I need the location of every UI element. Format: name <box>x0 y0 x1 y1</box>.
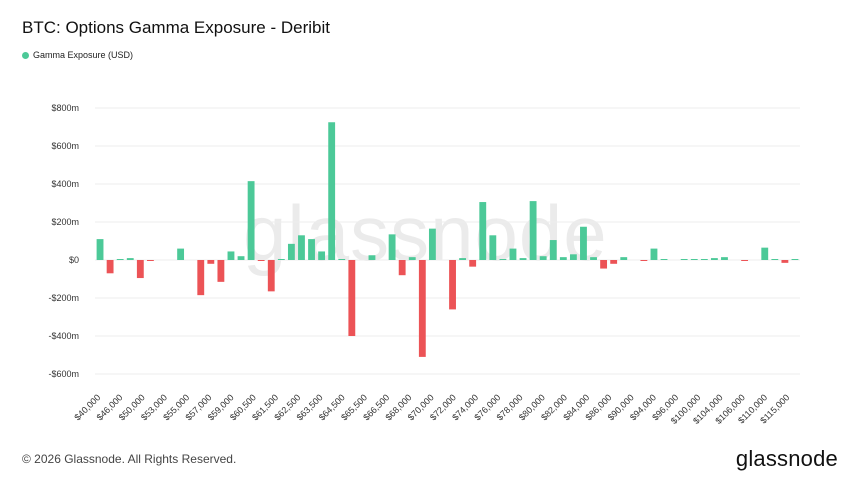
bar <box>227 251 235 260</box>
y-tick-label: $0 <box>69 255 79 265</box>
bar <box>761 247 769 260</box>
bar <box>469 260 477 267</box>
chart-legend[interactable]: Gamma Exposure (USD) <box>22 50 133 60</box>
bar <box>741 260 749 261</box>
bar <box>116 259 124 260</box>
bar <box>217 260 225 282</box>
bar <box>106 260 114 274</box>
bar <box>479 202 487 260</box>
bar <box>549 240 557 260</box>
bar <box>368 255 376 260</box>
bar <box>348 260 356 336</box>
bar <box>539 256 547 260</box>
y-tick-label: $200m <box>51 217 79 227</box>
footer-copyright: © 2026 Glassnode. All Rights Reserved. <box>22 452 237 466</box>
bar <box>590 257 597 260</box>
bar <box>408 257 416 260</box>
footer-brand-logo[interactable]: glassnode <box>735 446 838 471</box>
bar <box>640 260 648 261</box>
bar <box>791 259 799 260</box>
bar <box>569 254 577 260</box>
bar <box>177 248 185 260</box>
bar <box>721 257 728 260</box>
bar <box>771 259 779 260</box>
y-tick-label: -$400m <box>48 331 79 341</box>
bar <box>529 201 537 260</box>
bar <box>197 260 205 296</box>
bar <box>509 248 517 260</box>
bar <box>247 181 255 260</box>
bar <box>710 258 718 260</box>
bar <box>277 259 285 260</box>
x-axis: $40,000$46,000$50,000$53,000$55,000$57,0… <box>72 392 791 426</box>
bar <box>428 228 436 260</box>
chart-title: BTC: Options Gamma Exposure - Deribit <box>22 18 330 37</box>
bar <box>398 260 406 276</box>
bar <box>328 122 336 260</box>
bar <box>338 259 346 260</box>
bar <box>257 260 265 261</box>
bar <box>308 239 315 260</box>
bar <box>136 260 144 279</box>
bar <box>559 257 567 260</box>
y-tick-label: -$600m <box>48 369 79 379</box>
y-axis: -$600m -$400m -$200m $0 $200m $400m $600m $800m <box>48 103 79 379</box>
bar <box>680 259 688 260</box>
bar <box>449 260 456 310</box>
bar <box>781 260 789 263</box>
bar <box>388 234 396 260</box>
y-tick-label: -$200m <box>48 293 79 303</box>
bar <box>267 260 275 292</box>
y-tick-label: $600m <box>51 141 79 151</box>
bar <box>660 259 668 260</box>
bar <box>96 239 104 260</box>
chart-grid <box>95 107 800 375</box>
bar <box>700 259 708 260</box>
bar <box>580 226 587 260</box>
bar <box>146 260 154 261</box>
y-tick-label: $400m <box>51 179 79 189</box>
bar <box>600 260 608 269</box>
bar <box>237 256 245 260</box>
bar <box>298 235 305 260</box>
bar <box>287 243 295 260</box>
legend-label: Gamma Exposure (USD) <box>33 50 134 60</box>
legend-swatch-icon <box>22 51 29 59</box>
bar <box>318 251 326 260</box>
bar <box>650 248 658 260</box>
bar <box>620 257 628 260</box>
chart-bars <box>96 122 799 357</box>
bar <box>519 258 527 260</box>
bar <box>610 260 618 264</box>
bar <box>459 258 467 260</box>
bar <box>126 258 134 260</box>
bar <box>489 235 497 260</box>
bar <box>207 260 215 264</box>
bar <box>418 260 426 357</box>
y-tick-label: $800m <box>51 103 79 113</box>
bar <box>499 259 507 260</box>
bar <box>690 259 698 260</box>
